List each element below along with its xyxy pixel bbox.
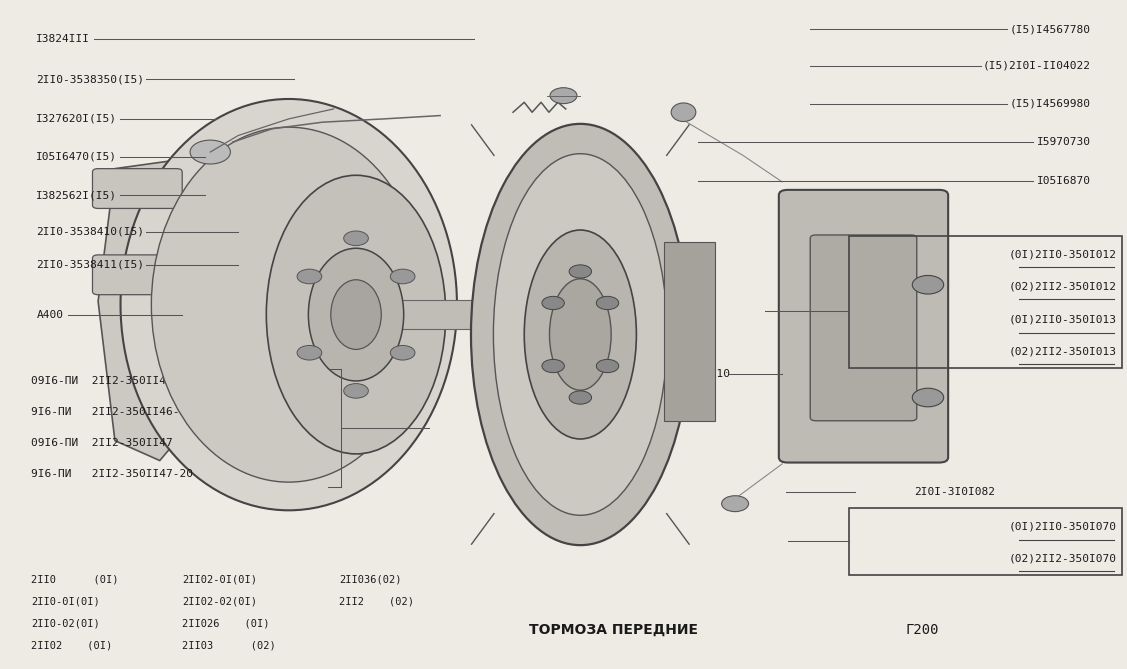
Text: (I5)I4569980: (I5)I4569980 [1010, 98, 1091, 108]
Circle shape [542, 296, 565, 310]
Text: (02)2II2-350I013: (02)2II2-350I013 [1009, 347, 1117, 357]
Text: 09I6-ПИ  2II2-350II47: 09I6-ПИ 2II2-350II47 [30, 438, 172, 448]
Text: I05I6870: I05I6870 [1037, 175, 1091, 185]
Text: 2II0-3538411(I5): 2II0-3538411(I5) [36, 260, 144, 270]
Text: (02)2II2-350I070: (02)2II2-350I070 [1009, 554, 1117, 564]
Text: 9I6-ПИ   2II2-350II47-20: 9I6-ПИ 2II2-350II47-20 [30, 470, 193, 480]
Text: (0I)2II0-350I070: (0I)2II0-350I070 [1009, 522, 1117, 532]
Ellipse shape [121, 99, 456, 510]
Circle shape [912, 276, 943, 294]
Text: 9I6-ПИ   2II2-350II46-20: 9I6-ПИ 2II2-350II46-20 [30, 407, 193, 417]
Bar [850, 508, 1122, 575]
Text: 2II0-02(0I): 2II0-02(0I) [30, 619, 99, 629]
Text: Г200: Г200 [906, 623, 939, 637]
Text: (0I)2II0-350I012: (0I)2II0-350I012 [1009, 250, 1117, 260]
Text: ТОРМОЗА ПЕРЕДНИЕ: ТОРМОЗА ПЕРЕДНИЕ [530, 623, 699, 637]
Text: (0I)2II0-350I013: (0I)2II0-350I013 [1009, 315, 1117, 325]
Text: 2II0-3538410(I5): 2II0-3538410(I5) [36, 227, 144, 237]
Text: 2II02    (0I): 2II02 (0I) [30, 641, 112, 651]
Text: 2I0I-3I0I082: 2I0I-3I0I082 [914, 488, 995, 497]
Circle shape [569, 391, 592, 404]
FancyBboxPatch shape [779, 190, 948, 462]
Ellipse shape [266, 175, 446, 454]
Circle shape [569, 265, 592, 278]
FancyBboxPatch shape [810, 235, 916, 421]
Circle shape [912, 388, 943, 407]
Text: (I5)2I0I-II04022: (I5)2I0I-II04022 [983, 61, 1091, 71]
Circle shape [542, 359, 565, 373]
Ellipse shape [331, 280, 381, 349]
Text: I5970730: I5970730 [1037, 137, 1091, 147]
FancyBboxPatch shape [92, 255, 183, 294]
FancyBboxPatch shape [356, 300, 580, 329]
Text: 2II02-02(0I): 2II02-02(0I) [183, 597, 257, 607]
Text: 2II02-0I(0I): 2II02-0I(0I) [183, 575, 257, 585]
Circle shape [721, 496, 748, 512]
Text: Г210: Г210 [703, 369, 730, 379]
Circle shape [390, 345, 415, 360]
Circle shape [190, 140, 230, 164]
Text: 2II026    (0I): 2II026 (0I) [183, 619, 269, 629]
Text: 2II0-0I(0I): 2II0-0I(0I) [30, 597, 99, 607]
Text: 2II0      (0I): 2II0 (0I) [30, 575, 118, 585]
Circle shape [550, 88, 577, 104]
Text: I05I6470(I5): I05I6470(I5) [36, 152, 117, 162]
FancyBboxPatch shape [665, 242, 715, 421]
Text: (I5)I4567780: (I5)I4567780 [1010, 24, 1091, 34]
Circle shape [390, 269, 415, 284]
Ellipse shape [494, 154, 667, 515]
Ellipse shape [524, 230, 637, 439]
Text: 2II036(02): 2II036(02) [339, 575, 401, 585]
Text: A400: A400 [36, 310, 63, 320]
Ellipse shape [550, 279, 611, 390]
Text: 2II2    (02): 2II2 (02) [339, 597, 415, 607]
Ellipse shape [672, 103, 695, 122]
Ellipse shape [151, 127, 426, 482]
Ellipse shape [309, 248, 403, 381]
Ellipse shape [471, 124, 690, 545]
Text: I327620I(I5): I327620I(I5) [36, 114, 117, 124]
Circle shape [596, 359, 619, 373]
Text: I3824III: I3824III [36, 34, 90, 44]
Circle shape [298, 269, 321, 284]
Text: 2II0-3538350(I5): 2II0-3538350(I5) [36, 74, 144, 84]
Text: 09I6-ПИ  2II2-350II46: 09I6-ПИ 2II2-350II46 [30, 376, 172, 386]
Circle shape [344, 383, 369, 398]
Polygon shape [98, 155, 232, 460]
Circle shape [344, 231, 369, 246]
Circle shape [596, 296, 619, 310]
Bar [850, 236, 1122, 368]
Text: I382562I(I5): I382562I(I5) [36, 190, 117, 200]
FancyBboxPatch shape [92, 169, 183, 209]
Text: 2II03      (02): 2II03 (02) [183, 641, 276, 651]
Text: (02)2II2-350I012: (02)2II2-350I012 [1009, 282, 1117, 292]
Circle shape [298, 345, 321, 360]
